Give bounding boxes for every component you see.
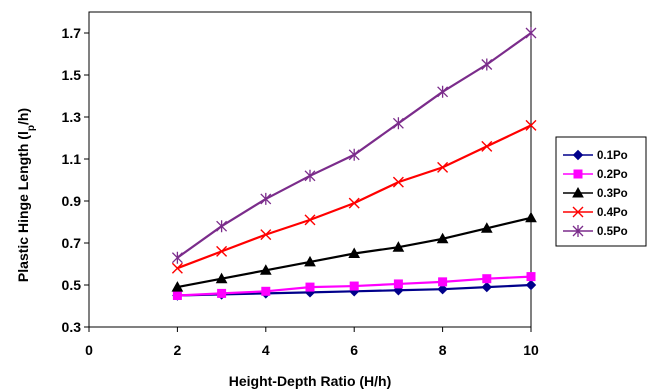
data-point	[393, 279, 403, 289]
data-point	[481, 281, 493, 293]
data-point	[436, 232, 449, 244]
data-point	[217, 288, 227, 298]
series-line-0-5po	[176, 32, 532, 259]
data-point	[437, 161, 449, 173]
legend-label: 0.2Po	[597, 169, 628, 181]
y-tick-label: 0.9	[62, 193, 82, 209]
data-point	[171, 281, 184, 292]
series-line-0-4po	[177, 124, 532, 270]
data-point	[348, 247, 361, 258]
plot-axes	[84, 11, 532, 332]
y-axis-title: Plastic Hinge Length (lp/h)	[15, 108, 37, 282]
legend-marker	[572, 225, 584, 237]
legend-label: 0.5Po	[597, 226, 628, 238]
series-0-2po	[172, 272, 536, 300]
data-point	[215, 272, 228, 284]
x-tick-label: 8	[439, 342, 447, 358]
legend-item-0-4po: 0.4Po	[563, 206, 628, 219]
data-point	[525, 279, 537, 291]
data-point	[438, 277, 448, 287]
data-point	[261, 286, 271, 296]
legend: 0.1Po 0.2Po 0.3Po 0.4Po 0.5Po	[555, 136, 647, 247]
data-point	[260, 229, 272, 241]
data-point	[348, 148, 360, 161]
legend-marker	[572, 186, 584, 198]
data-point	[304, 214, 316, 226]
legend-item-0-3po: 0.3Po	[563, 186, 628, 200]
y-tick-label: 1.7	[62, 25, 82, 41]
data-point	[526, 272, 536, 282]
data-point	[216, 245, 228, 257]
data-point	[481, 140, 493, 152]
data-point	[348, 197, 360, 209]
data-point	[437, 85, 449, 98]
legend-item-0-5po: 0.5Po	[563, 225, 628, 238]
data-point	[259, 264, 272, 275]
data-point	[172, 291, 182, 300]
legend-label: 0.3Po	[597, 188, 628, 200]
x-axis-title: Height-Depth Ratio (H/h)	[229, 373, 392, 389]
x-tick-label: 4	[262, 342, 270, 358]
data-point	[304, 255, 316, 267]
y-tick-label: 1.1	[62, 151, 82, 167]
y-tick-label: 0.5	[62, 277, 82, 293]
series-layer	[171, 27, 537, 301]
data-point	[260, 192, 272, 205]
y-tick-label: 1.3	[62, 109, 82, 125]
series-0-4po	[171, 119, 537, 274]
data-point	[304, 169, 316, 182]
legend-marker	[573, 169, 583, 179]
legend-marker	[572, 149, 584, 161]
y-tick-label: 0.7	[62, 235, 82, 251]
data-point	[305, 282, 315, 292]
legend-label: 0.4Po	[597, 207, 628, 219]
tick-label-layer: 0.3 0.5 0.7 0.9 1.1 1.3 1.5 1.7 0 2 4 6 8 10	[62, 25, 539, 358]
data-point	[437, 283, 448, 295]
data-point	[482, 274, 492, 284]
series-0-3po	[171, 211, 537, 292]
data-point	[171, 251, 183, 264]
data-point	[525, 119, 537, 131]
y-tick-label: 1.5	[62, 67, 82, 83]
data-point	[349, 281, 359, 291]
plot-frame	[88, 11, 532, 328]
data-point	[216, 220, 228, 233]
data-point	[525, 211, 537, 223]
y-tick-label: 0.3	[62, 319, 82, 335]
data-point	[392, 117, 404, 130]
data-point	[480, 222, 493, 233]
legend-item-0-1po: 0.1Po	[563, 149, 628, 162]
data-point	[392, 176, 404, 188]
data-point	[392, 241, 405, 252]
legend-item-0-2po: 0.2Po	[563, 169, 628, 181]
legend-marker	[572, 206, 584, 218]
x-tick-label: 6	[350, 342, 358, 358]
x-tick-label: 0	[85, 342, 93, 358]
data-point	[481, 58, 493, 71]
data-point	[171, 262, 183, 274]
series-0-5po	[171, 27, 537, 264]
x-tick-label: 10	[523, 342, 539, 358]
data-point	[525, 27, 537, 39]
x-tick-label: 2	[174, 342, 182, 358]
legend-label: 0.1Po	[597, 150, 628, 162]
